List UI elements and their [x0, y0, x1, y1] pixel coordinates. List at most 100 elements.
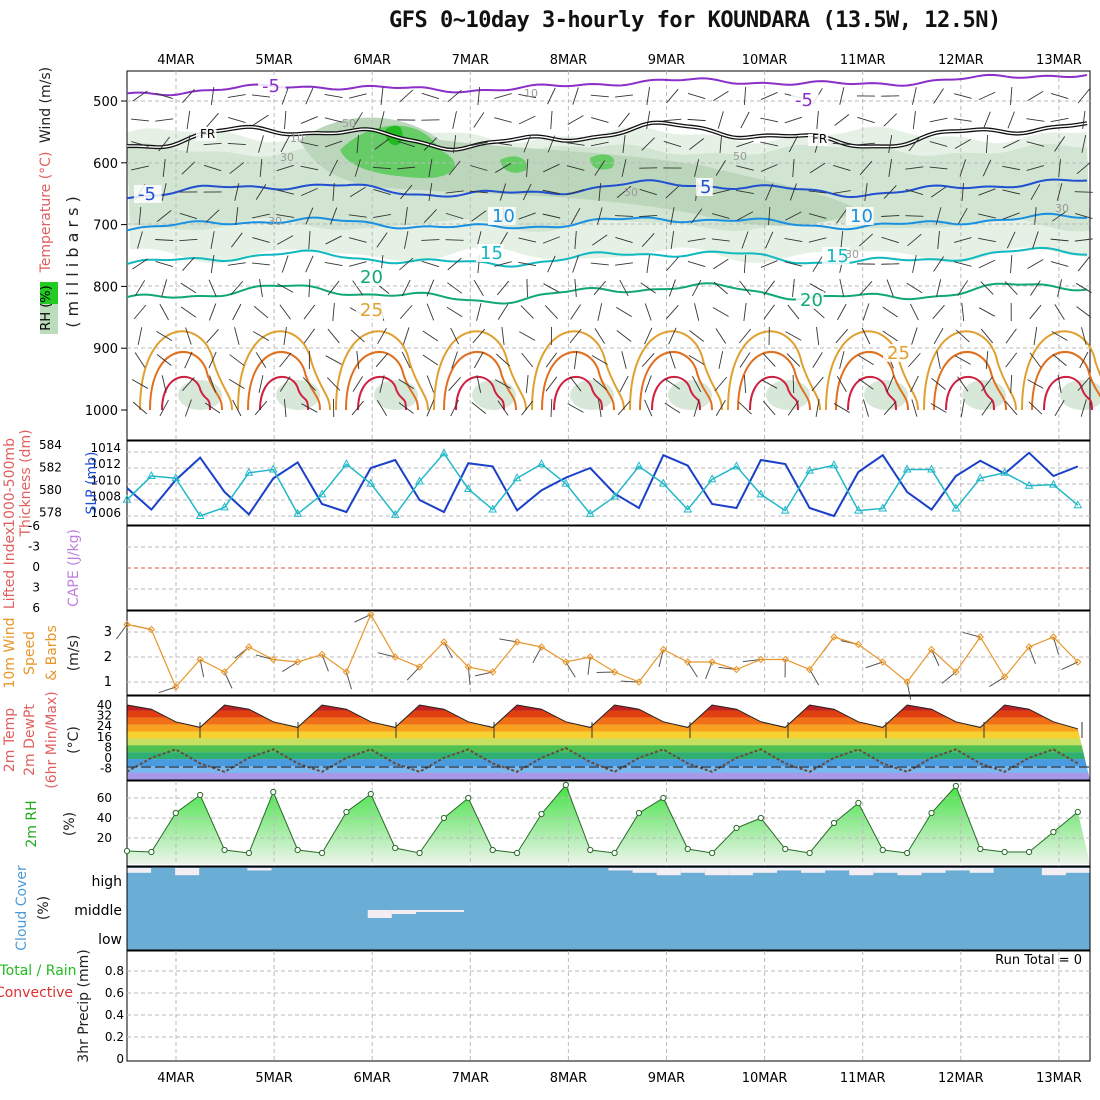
wind-barb	[930, 186, 947, 198]
rh2m-point	[782, 845, 789, 853]
wind-barb	[1050, 93, 1069, 99]
wind10m-ylabel: 10m Wind	[2, 617, 18, 688]
wind-barb	[812, 352, 823, 368]
wind-barb	[954, 237, 972, 243]
wind-barb	[572, 87, 579, 105]
thickness-point	[195, 510, 205, 519]
wind-barb	[155, 239, 174, 241]
temp-contour-warm	[149, 351, 223, 411]
rh2m-point	[587, 846, 594, 854]
precip-tick-label: 0.6	[105, 986, 124, 1000]
wind-barb	[180, 282, 197, 294]
wind-barb	[567, 115, 584, 125]
wind-barb	[137, 327, 143, 345]
rh-legend-swatch	[40, 282, 58, 304]
cloud-high-bar	[825, 868, 850, 871]
wind-barb	[447, 89, 462, 103]
wind-barb	[930, 403, 947, 413]
wind10m-point	[830, 633, 838, 641]
wind-barb	[283, 327, 287, 345]
rh-contour-label: 30	[268, 215, 282, 228]
wind10m-point	[1025, 643, 1033, 651]
wind-barb	[670, 207, 675, 225]
thickness-point	[244, 467, 254, 476]
temp-contour-warm	[247, 351, 321, 411]
wind-barb	[1051, 331, 1068, 341]
cloud-high-bar	[704, 868, 729, 876]
wind-barb	[450, 327, 459, 345]
wind-barb	[953, 118, 972, 122]
wind10m-barb	[224, 671, 233, 689]
wind-barb	[1051, 210, 1068, 222]
date-label-top: 12MAR	[938, 53, 984, 68]
wind-barb	[523, 135, 531, 153]
date-label-top: 9MAR	[648, 53, 685, 68]
wind-barb	[161, 375, 167, 393]
wind-barb	[522, 183, 532, 201]
wind-barb	[422, 354, 439, 366]
wind-barb	[694, 303, 700, 321]
contour-label: -5	[138, 184, 156, 205]
wind-barb	[401, 351, 411, 369]
wind-barb	[644, 327, 653, 345]
wind-barb	[1002, 189, 1021, 195]
temp-contour-warm	[531, 330, 625, 411]
contour-label-bg	[791, 91, 819, 109]
wind-barb	[452, 111, 457, 129]
cloud-high-bar	[969, 868, 994, 873]
wind-barb	[569, 376, 582, 392]
wind-barb	[204, 402, 221, 414]
wind-barb	[232, 399, 242, 417]
wind-barb	[352, 112, 363, 128]
wind-barb	[348, 261, 367, 267]
wind-barb	[131, 141, 149, 147]
temp-contour-warm	[237, 330, 331, 411]
rh2m-point	[367, 790, 374, 798]
rh2m-tick-label: 60	[97, 791, 112, 805]
wind-barb	[327, 328, 340, 344]
thickness-point	[268, 464, 278, 473]
wind-barb	[908, 352, 921, 368]
wind-barb	[281, 87, 289, 105]
wind-barb	[736, 190, 754, 194]
wind-barb	[352, 376, 364, 392]
wind-barb	[1077, 376, 1091, 392]
wind-barb	[253, 114, 269, 126]
wind-barb	[614, 215, 634, 217]
wind-barb	[518, 93, 537, 99]
rh2m-point	[928, 809, 935, 817]
temp-contour-warm	[1043, 375, 1093, 411]
wind-barb	[227, 262, 246, 266]
wind-barb	[1054, 304, 1065, 320]
contour-label: 15	[826, 246, 849, 267]
wind-barb	[300, 141, 319, 147]
temp-contour-10	[126, 212, 1087, 232]
wind-barb	[399, 257, 414, 271]
wind-barb	[448, 160, 461, 176]
wind-barb	[641, 233, 655, 247]
wind-barb	[447, 282, 463, 294]
cloud-high-bar	[921, 868, 946, 873]
wind-barb	[471, 210, 487, 222]
wind-barb	[494, 93, 512, 99]
wind10m-point	[293, 658, 302, 666]
wind-barb	[760, 117, 779, 123]
cloud-high-bar	[127, 868, 152, 873]
rh2m-frame	[126, 780, 1091, 867]
wind10m-point	[1074, 658, 1082, 666]
temp-contour-warm	[443, 351, 517, 411]
rh2m-point	[1050, 828, 1057, 836]
temp-band	[127, 731, 1090, 739]
wind-barb	[837, 303, 847, 321]
wind-barb	[1050, 238, 1069, 242]
wind-barb	[324, 261, 343, 267]
thickness-point	[366, 478, 376, 487]
wind10m-point	[610, 668, 619, 676]
rh2m-point	[904, 849, 911, 857]
wind-barb	[832, 142, 851, 146]
wind-barb	[305, 255, 314, 273]
temp2m-tick-label: 16	[97, 730, 112, 744]
rh-blob	[570, 380, 614, 410]
wind-barb	[550, 110, 553, 130]
wind-barb	[765, 183, 774, 201]
